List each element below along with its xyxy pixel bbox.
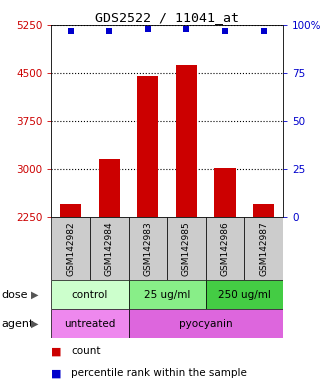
Bar	[176, 65, 197, 217]
Text: count: count	[71, 346, 101, 356]
Bar	[51, 309, 128, 338]
Bar	[167, 217, 206, 280]
Text: untreated: untreated	[64, 318, 116, 329]
Bar	[90, 217, 128, 280]
Text: 25 ug/ml: 25 ug/ml	[144, 290, 190, 300]
Bar	[99, 159, 120, 217]
Bar	[51, 280, 128, 309]
Bar	[128, 280, 206, 309]
Text: GSM142982: GSM142982	[66, 221, 75, 276]
Bar	[214, 168, 236, 217]
Text: agent: agent	[2, 318, 34, 329]
Text: GSM142983: GSM142983	[143, 221, 152, 276]
Bar	[206, 217, 244, 280]
Text: GSM142984: GSM142984	[105, 221, 114, 276]
Text: dose: dose	[2, 290, 28, 300]
Bar	[51, 217, 90, 280]
Text: GSM142987: GSM142987	[259, 221, 268, 276]
Bar	[60, 204, 81, 217]
Text: ▶: ▶	[31, 318, 38, 329]
Text: ■: ■	[51, 346, 62, 356]
Title: GDS2522 / 11041_at: GDS2522 / 11041_at	[95, 11, 239, 24]
Text: control: control	[72, 290, 108, 300]
Text: pyocyanin: pyocyanin	[179, 318, 233, 329]
Text: ▶: ▶	[31, 290, 38, 300]
Text: ■: ■	[51, 368, 62, 378]
Text: GSM142986: GSM142986	[220, 221, 230, 276]
Text: GSM142985: GSM142985	[182, 221, 191, 276]
Bar	[253, 204, 274, 217]
Bar	[137, 76, 159, 217]
Text: 250 ug/ml: 250 ug/ml	[218, 290, 271, 300]
Bar	[128, 217, 167, 280]
Bar	[206, 280, 283, 309]
Text: percentile rank within the sample: percentile rank within the sample	[71, 368, 247, 378]
Bar	[244, 217, 283, 280]
Bar	[128, 309, 283, 338]
